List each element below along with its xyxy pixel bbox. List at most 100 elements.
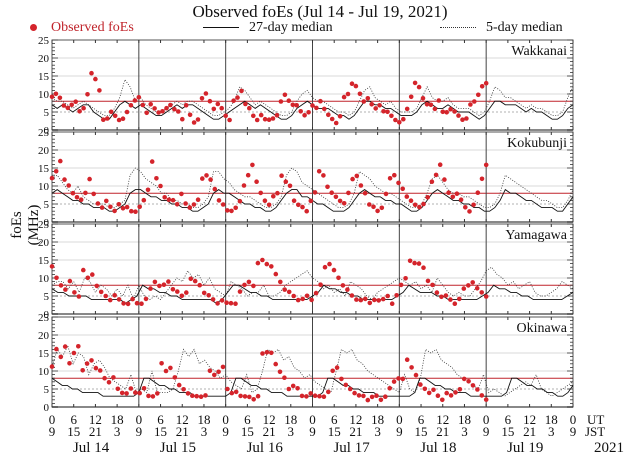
x-tick-label-jst: 21 [349,424,362,439]
observed-point [352,390,357,396]
observed-point [116,117,122,123]
observed-point [128,103,134,108]
y-tick-label: 10 [38,273,50,285]
observed-point [188,276,194,282]
observed-point [228,300,234,306]
observed-point [401,116,406,122]
observed-point [207,368,213,374]
observed-point [155,391,160,396]
observed-point [270,116,276,121]
observed-point [66,183,71,188]
observed-point [180,116,185,122]
observed-point [203,393,208,398]
observed-point [295,297,301,303]
observed-point [313,290,319,296]
observed-point [262,198,268,203]
station-label: Yamagawa [505,228,567,243]
observed-point [299,393,305,399]
observed-point [233,301,238,307]
observed-point [298,109,304,114]
observed-point [154,176,159,181]
day-label: Jul 17 [333,440,370,456]
observed-point [341,201,347,206]
legend-27day: 27-day median [203,20,333,36]
observed-point [365,96,371,101]
observed-point [260,257,265,263]
observed-point [346,190,351,196]
observed-point [191,120,197,125]
legend-5day-label: 5-day median [486,20,563,35]
observed-point [286,289,292,295]
observed-point [407,258,413,264]
observed-point [454,191,460,196]
day-label: Jul 19 [507,440,543,456]
observed-point [58,158,63,164]
observed-point [287,183,293,189]
observed-point [54,275,59,281]
observed-point [440,109,446,115]
observed-point [434,290,440,295]
observed-point [278,99,284,104]
observed-point [197,282,202,288]
observed-point [339,376,344,382]
x-tick-label-jst: 21 [436,424,449,439]
observed-point [322,264,328,270]
observed-point [80,368,85,373]
observed-point [195,197,201,202]
observed-point [111,375,116,380]
observed-point [99,205,105,210]
x-tick-label-jst: 3 [114,424,121,439]
observed-point [225,208,230,213]
observed-point [212,186,218,192]
x-tick-label-jst: 15 [501,424,514,439]
observed-point [174,202,180,207]
x-tick-label-ut: 0 [396,412,403,427]
observed-point [373,106,379,111]
observed-point [312,393,318,399]
observed-point [241,183,247,188]
observed-point [321,173,326,178]
observed-point [62,177,67,182]
observed-point [380,296,386,302]
observed-point [279,173,284,178]
y-tick-label: 5 [44,107,50,119]
observed-point [271,194,276,199]
observed-point [211,106,217,112]
observed-point [63,287,68,292]
observed-point [136,95,142,100]
observed-point [54,346,59,352]
x-tick-label-jst: 15 [154,424,167,439]
observed-point [49,264,55,269]
observed-point [308,198,314,204]
observed-point [212,372,217,378]
x-tick-label-ut: 0 [222,412,229,427]
observed-point [374,393,379,399]
observed-point [116,297,122,302]
x-tick-label-jst: 15 [67,424,80,439]
observed-point [207,98,213,104]
observed-point [400,186,406,192]
observed-point [161,282,167,288]
median-5day-line [51,167,574,209]
x-tick-label-ut: 18 [371,412,384,427]
observed-point [198,394,204,400]
observed-point [175,289,180,294]
observed-point [216,369,221,375]
observed-point [93,76,98,82]
x-tick-label-ut: 12 [176,412,189,427]
observed-point [479,393,485,398]
observed-point [176,109,181,114]
observed-point [139,301,144,307]
observed-point [58,354,64,360]
observed-point [466,283,471,288]
observed-point [457,296,462,302]
observed-point [220,364,226,370]
observed-point [112,208,117,214]
observed-point [396,376,401,381]
observed-point [61,103,67,108]
observed-point [464,116,469,121]
observed-point [120,116,126,121]
observed-point [219,298,225,303]
observed-point [439,294,444,300]
